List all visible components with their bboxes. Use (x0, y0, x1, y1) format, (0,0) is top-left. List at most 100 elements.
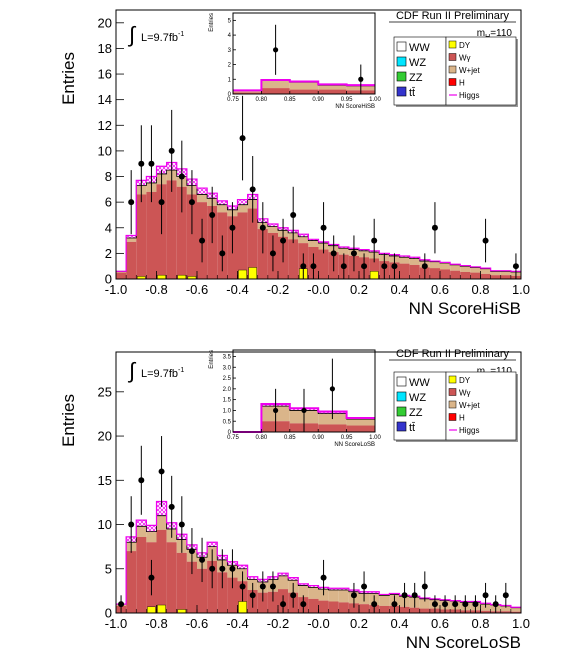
data-point (229, 224, 236, 231)
x-tick-label: 0.85 (284, 97, 296, 103)
higgs-signal-band (409, 257, 420, 259)
legend-swatch-h (448, 413, 457, 421)
data-point (209, 565, 216, 572)
wgamma-bar (348, 603, 359, 613)
higgs-signal-band (197, 188, 208, 195)
data-point (371, 237, 378, 244)
data-point (431, 601, 438, 608)
x-tick-label: 1.0 (512, 616, 530, 631)
higgs-signal-band (136, 520, 147, 527)
data-point (249, 592, 256, 599)
y-tick-label: 0.5 (223, 419, 232, 425)
wjet-bar (328, 589, 339, 602)
y-tick-label: 5 (228, 18, 232, 24)
y-tick-label: 2.5 (223, 376, 232, 382)
x-tick-label: 1.0 (512, 282, 530, 297)
higgs-signal-band (146, 525, 157, 532)
legend-swatch-dy (448, 40, 457, 49)
data-point (239, 135, 246, 142)
data-point (300, 601, 307, 608)
wgamma-bar (359, 604, 370, 613)
wgamma-bar (261, 88, 290, 94)
wgamma-bar (237, 212, 248, 279)
data-point (219, 565, 226, 572)
y-tick-label: 20 (98, 15, 112, 30)
wgamma-bar (399, 263, 410, 279)
x-tick-label: 0.2 (350, 616, 368, 631)
wgamma-bar (318, 424, 347, 432)
legend-label-wz: WZ (409, 57, 426, 69)
data-point (381, 263, 388, 270)
dy-bar (157, 604, 166, 614)
wgamma-bar (409, 264, 420, 279)
legend-label-dy: DY (459, 41, 471, 50)
wjet-bar (146, 531, 157, 543)
dy-bar (369, 271, 379, 280)
higgs-line (116, 500, 521, 608)
wgamma-bar (227, 577, 238, 613)
data-point (188, 199, 195, 206)
dy-bar (147, 606, 156, 614)
legend-label-h: H (459, 79, 465, 88)
y-tick-label: 0 (228, 92, 232, 98)
dy-bar (248, 267, 257, 280)
data-point (290, 211, 297, 218)
x-tick-label: -0.0 (307, 282, 329, 297)
legend-label-higgs: Higgs (459, 426, 479, 435)
data-point (219, 250, 226, 257)
wgamma-bar (116, 272, 127, 279)
wgamma-bar (186, 561, 197, 613)
legend-swatch-tt (396, 86, 407, 97)
chart-title: CDF Run II Preliminary (396, 10, 510, 22)
higgs-signal-band (308, 239, 319, 241)
x-tick-label: 0.6 (431, 282, 449, 297)
wgamma-bar (500, 275, 511, 279)
legend-swatch-ww (396, 376, 407, 387)
inset-frame (232, 12, 376, 95)
wjet-bar (217, 204, 228, 213)
data-point (118, 601, 125, 608)
y-tick-label: 15 (98, 473, 112, 488)
higgs-signal-band (237, 199, 248, 205)
data-point (462, 601, 469, 608)
wgamma-bar (136, 536, 147, 613)
data-point (472, 601, 479, 608)
data-point (290, 592, 297, 599)
x-tick-label: 0.85 (284, 435, 296, 441)
data-point (158, 468, 165, 475)
x-tick-label: -0.8 (145, 616, 167, 631)
y-tick-label: 3.5 (223, 355, 232, 361)
higgs-signal-band (298, 234, 309, 237)
wjet-bar (480, 268, 491, 274)
wjet-bar (261, 80, 290, 89)
legend-swatch-wg (448, 53, 457, 61)
wgamma-bar (257, 229, 268, 279)
inset-plot: 0.75 0.80 0.85 0.90 0.95 1.00 0 0.5 1.0 1.5 2.0 2.5… (209, 349, 381, 448)
wjet-bar (197, 194, 208, 203)
x-tick-label: 0.8 (471, 282, 489, 297)
wjet-bar (156, 515, 167, 530)
y-tick-label: 0 (228, 430, 232, 436)
x-tick-label: 1.00 (369, 97, 381, 103)
higgs-signal-band (308, 585, 319, 588)
higgs-signal-band (399, 255, 410, 258)
wgamma-bar (480, 610, 491, 613)
data-point (492, 601, 499, 608)
data-point (259, 583, 266, 590)
wgamma-bar (379, 605, 390, 613)
data-point (280, 237, 287, 244)
wgamma-bar (186, 194, 197, 279)
data-point (280, 601, 287, 608)
wjet-bar (298, 585, 309, 598)
data-point (320, 224, 327, 231)
y-tick-label: 0 (105, 272, 112, 287)
y-tick-label: 16 (98, 67, 112, 82)
integral-sign: ∫ (127, 22, 137, 47)
wjet-bar (338, 248, 349, 255)
x-tick-label: 0.4 (390, 282, 408, 297)
data-point (401, 592, 408, 599)
higgs-signal-band (207, 542, 218, 547)
wgamma-bar (126, 241, 137, 279)
legend-swatch-dy (448, 375, 457, 384)
